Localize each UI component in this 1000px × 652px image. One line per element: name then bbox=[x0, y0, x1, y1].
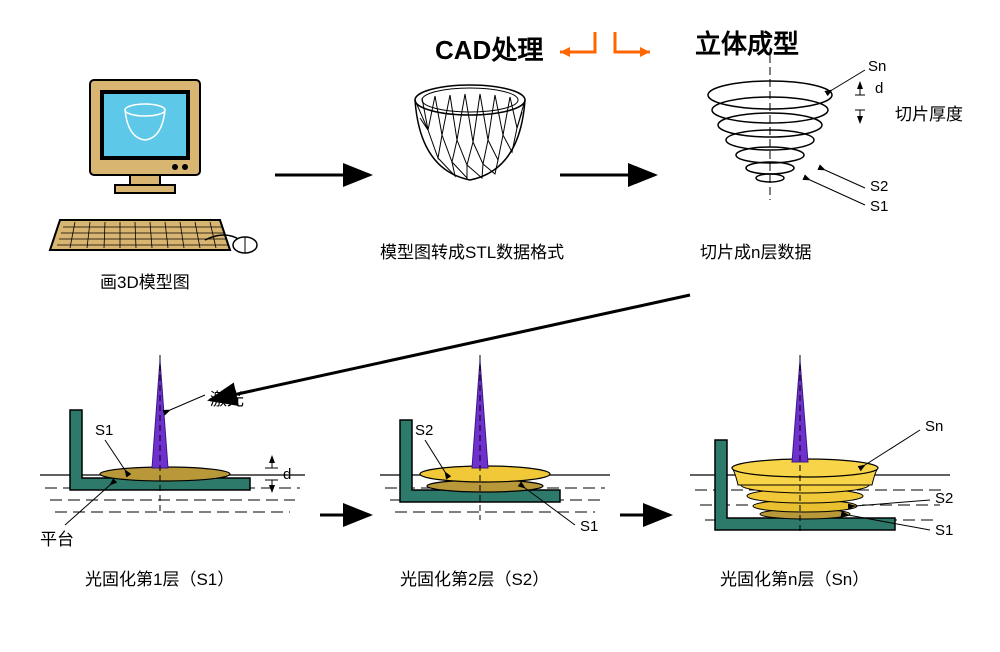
s1-label-b3: S1 bbox=[935, 522, 953, 539]
sn-label-b3: Sn bbox=[925, 418, 943, 435]
sliced-layers-icon bbox=[708, 55, 865, 205]
solid-title: 立体成型 bbox=[695, 24, 799, 61]
arrow-to-bottom-row bbox=[210, 295, 690, 400]
stl-bowl-icon bbox=[415, 85, 525, 180]
step1-label: 画3D模型图 bbox=[100, 268, 190, 293]
platform-label: 平台 bbox=[40, 525, 74, 550]
diagram-canvas bbox=[0, 0, 1000, 652]
cure1-label: 光固化第1层（S1） bbox=[85, 565, 234, 590]
cure-layer-1 bbox=[40, 355, 305, 525]
s1-label-b1: S1 bbox=[95, 422, 113, 439]
laser-label: 激光 bbox=[210, 385, 244, 410]
slice-thickness-label: 切片厚度 bbox=[895, 100, 963, 125]
computer-icon bbox=[50, 80, 257, 253]
d-label-top: d bbox=[875, 80, 883, 97]
s2-label-b3: S2 bbox=[935, 490, 953, 507]
step2-label: 模型图转成STL数据格式 bbox=[380, 238, 564, 263]
cad-title: CAD处理 bbox=[435, 30, 543, 67]
step3-label: 切片成n层数据 bbox=[700, 238, 811, 263]
cure2-label: 光固化第2层（S2） bbox=[400, 565, 549, 590]
sn-label: Sn bbox=[868, 58, 886, 75]
s1-label-b2: S1 bbox=[580, 518, 598, 535]
cure-layer-n bbox=[690, 355, 950, 535]
s2-label-b2: S2 bbox=[415, 422, 433, 439]
split-arrows bbox=[560, 32, 650, 57]
s2-label-top: S2 bbox=[870, 178, 888, 195]
d-label-b1: d bbox=[283, 466, 291, 483]
s1-label-top: S1 bbox=[870, 198, 888, 215]
cure-layer-2 bbox=[380, 355, 610, 525]
curen-label: 光固化第n层（Sn） bbox=[720, 565, 869, 590]
